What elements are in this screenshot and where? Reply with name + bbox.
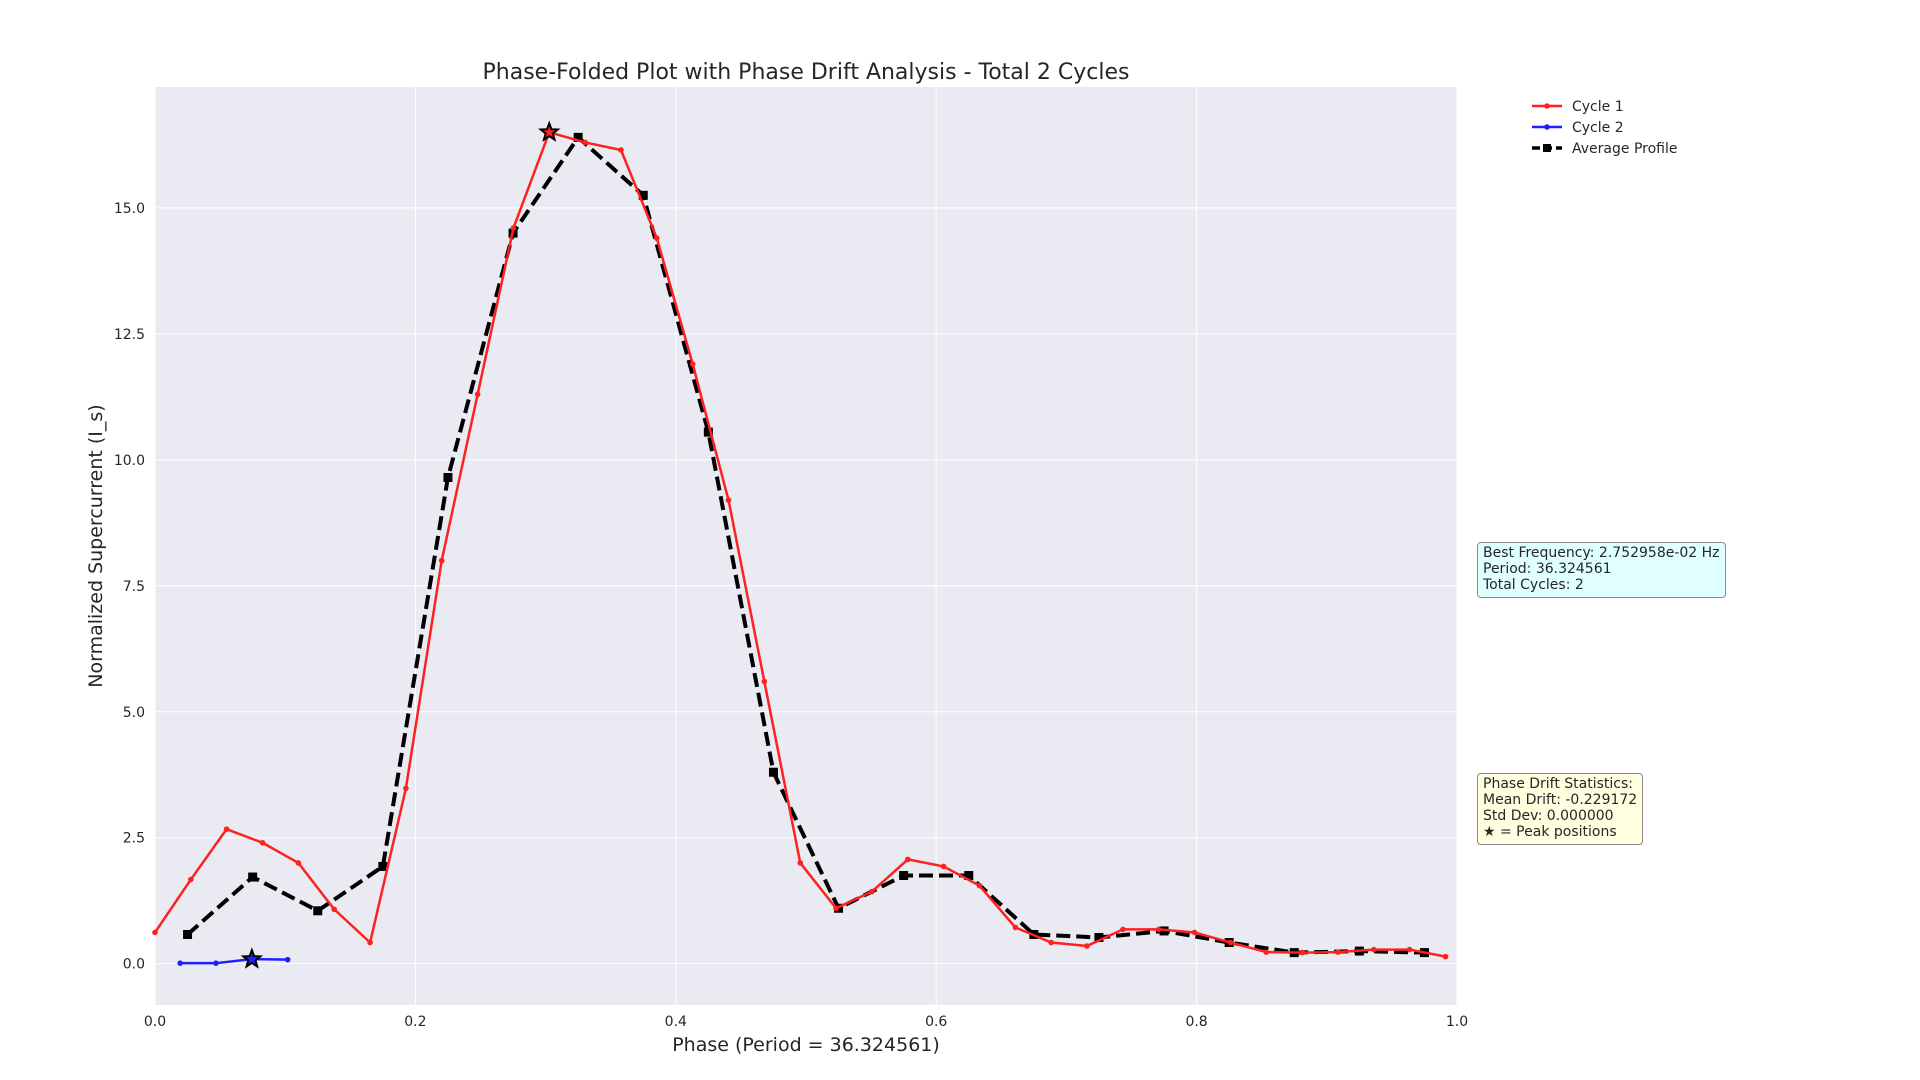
average-profile-point	[313, 906, 323, 916]
cycle-1-point	[905, 856, 911, 863]
average-profile-point	[964, 871, 974, 881]
cycle-1-point	[474, 391, 481, 398]
cycle-1-point	[1406, 946, 1413, 953]
phase-drift-box: Phase Drift Statistics: Mean Drift: -0.2…	[1477, 773, 1644, 845]
mean-drift-text: Mean Drift: -0.229172	[1483, 792, 1638, 808]
cycle-1-point	[1227, 939, 1234, 946]
y-tick-label: 2.5	[123, 831, 145, 847]
cycle-1-point	[1335, 949, 1341, 955]
cycle-1-point	[510, 225, 517, 231]
series-layer	[152, 120, 1449, 969]
cycle-1-point	[1191, 929, 1198, 936]
cycle-1-point	[582, 139, 588, 146]
cycle-1-point	[1048, 939, 1054, 946]
cycle-1-point	[403, 785, 409, 792]
y-tick-label: 7.5	[123, 579, 145, 595]
peak-note-text: ★ = Peak positions	[1483, 824, 1617, 840]
legend-item-average-profile: Average Profile	[1532, 141, 1677, 157]
total-cycles-text: Total Cycles: 2	[1483, 577, 1584, 593]
cycle-1-point	[1084, 943, 1090, 949]
series-cycle-1	[152, 129, 1449, 960]
cycle-1-point	[869, 888, 875, 895]
average-profile-point	[248, 872, 258, 882]
x-tick-label: 0.0	[144, 1014, 166, 1030]
x-tick-label: 0.6	[925, 1014, 947, 1030]
cycle-1-point	[940, 863, 947, 870]
cycle-1-point	[331, 906, 337, 913]
average-profile-point	[183, 929, 193, 939]
cycle-1-point	[259, 839, 266, 846]
legend: Cycle 1 Cycle 2 Average Profile	[1532, 99, 1677, 157]
cycle-1-point	[295, 860, 302, 866]
peak-star-cycle-1	[537, 120, 561, 142]
y-tick-label: 10.0	[114, 453, 145, 469]
cycle-1-point	[1442, 953, 1449, 960]
x-tick-label: 0.4	[665, 1014, 687, 1030]
average-profile-point	[443, 472, 453, 482]
average-profile-point	[768, 767, 778, 777]
std-dev-text: Std Dev: 0.000000	[1483, 808, 1614, 824]
cycle-1-point	[367, 939, 373, 946]
drift-heading: Phase Drift Statistics:	[1483, 776, 1634, 792]
average-profile-point	[378, 861, 388, 871]
cycle-2-line	[180, 957, 288, 965]
y-tick-label: 15.0	[114, 201, 145, 217]
cycle-1-point	[797, 860, 804, 866]
y-tick-label: 5.0	[123, 705, 145, 721]
cycle-1-point	[618, 147, 624, 153]
average-profile-point	[638, 190, 648, 200]
average-profile-line	[186, 135, 1425, 955]
legend-marker	[1544, 124, 1550, 130]
plot-area	[155, 87, 1457, 1005]
cycle-1-point	[1371, 946, 1377, 953]
grid	[154, 87, 1458, 1005]
cycle-2-point	[213, 960, 219, 966]
legend-item-cycle-1: Cycle 1	[1532, 99, 1624, 115]
tick-labels: 0.0 0.2 0.4 0.6 0.8 1.0 0.0 2.5 5.0 7.5 10.0 12.5 15…	[114, 201, 1468, 1030]
cycle-1-point	[976, 882, 983, 889]
cycle-1-point	[1263, 949, 1270, 955]
cycle-1-point	[761, 678, 768, 685]
cycle-1-point	[1155, 926, 1162, 933]
period-text: Period: 36.324561	[1483, 561, 1612, 577]
legend-label: Cycle 1	[1572, 99, 1624, 115]
y-axis-label: Normalized Supercurrent (I_s)	[85, 404, 107, 687]
x-tick-label: 0.2	[404, 1014, 426, 1030]
peak-star-cycle-2	[240, 947, 264, 969]
frequency-text: Best Frequency: 2.752958e-02 Hz	[1483, 545, 1720, 561]
legend-label: Average Profile	[1572, 141, 1677, 157]
average-profile-point	[899, 871, 909, 881]
average-profile-point	[573, 132, 583, 142]
cycle-1-point	[653, 235, 660, 241]
legend-item-cycle-2: Cycle 2	[1532, 120, 1624, 136]
cycle-1-point	[1012, 924, 1019, 931]
cycle-2-point	[284, 956, 291, 963]
legend-marker	[1543, 144, 1551, 152]
chart-title: Phase-Folded Plot with Phase Drift Analy…	[483, 60, 1130, 85]
y-tick-label: 12.5	[114, 327, 145, 343]
average-profile-point	[703, 427, 713, 437]
cycle-1-point	[1120, 926, 1126, 933]
cycle-1-point	[152, 929, 158, 936]
x-tick-label: 0.8	[1185, 1014, 1207, 1030]
x-tick-label: 1.0	[1446, 1014, 1468, 1030]
legend-marker	[1544, 103, 1550, 109]
cycle-1-point	[223, 826, 230, 832]
cycle-1-point	[1299, 949, 1305, 956]
legend-label: Cycle 2	[1572, 120, 1624, 136]
cycle-1-point	[833, 905, 839, 912]
x-axis-label: Phase (Period = 36.324561)	[672, 1034, 940, 1056]
cycle-2-point	[177, 960, 183, 966]
cycle-1-point	[725, 497, 732, 503]
cycle-1-point	[188, 876, 194, 883]
cycle-1-point	[438, 557, 445, 564]
average-profile-point	[1094, 932, 1104, 942]
y-tick-label: 0.0	[123, 957, 145, 973]
cycle-1-point	[689, 361, 696, 367]
frequency-info-box: Best Frequency: 2.752958e-02 Hz Period: …	[1477, 542, 1726, 598]
